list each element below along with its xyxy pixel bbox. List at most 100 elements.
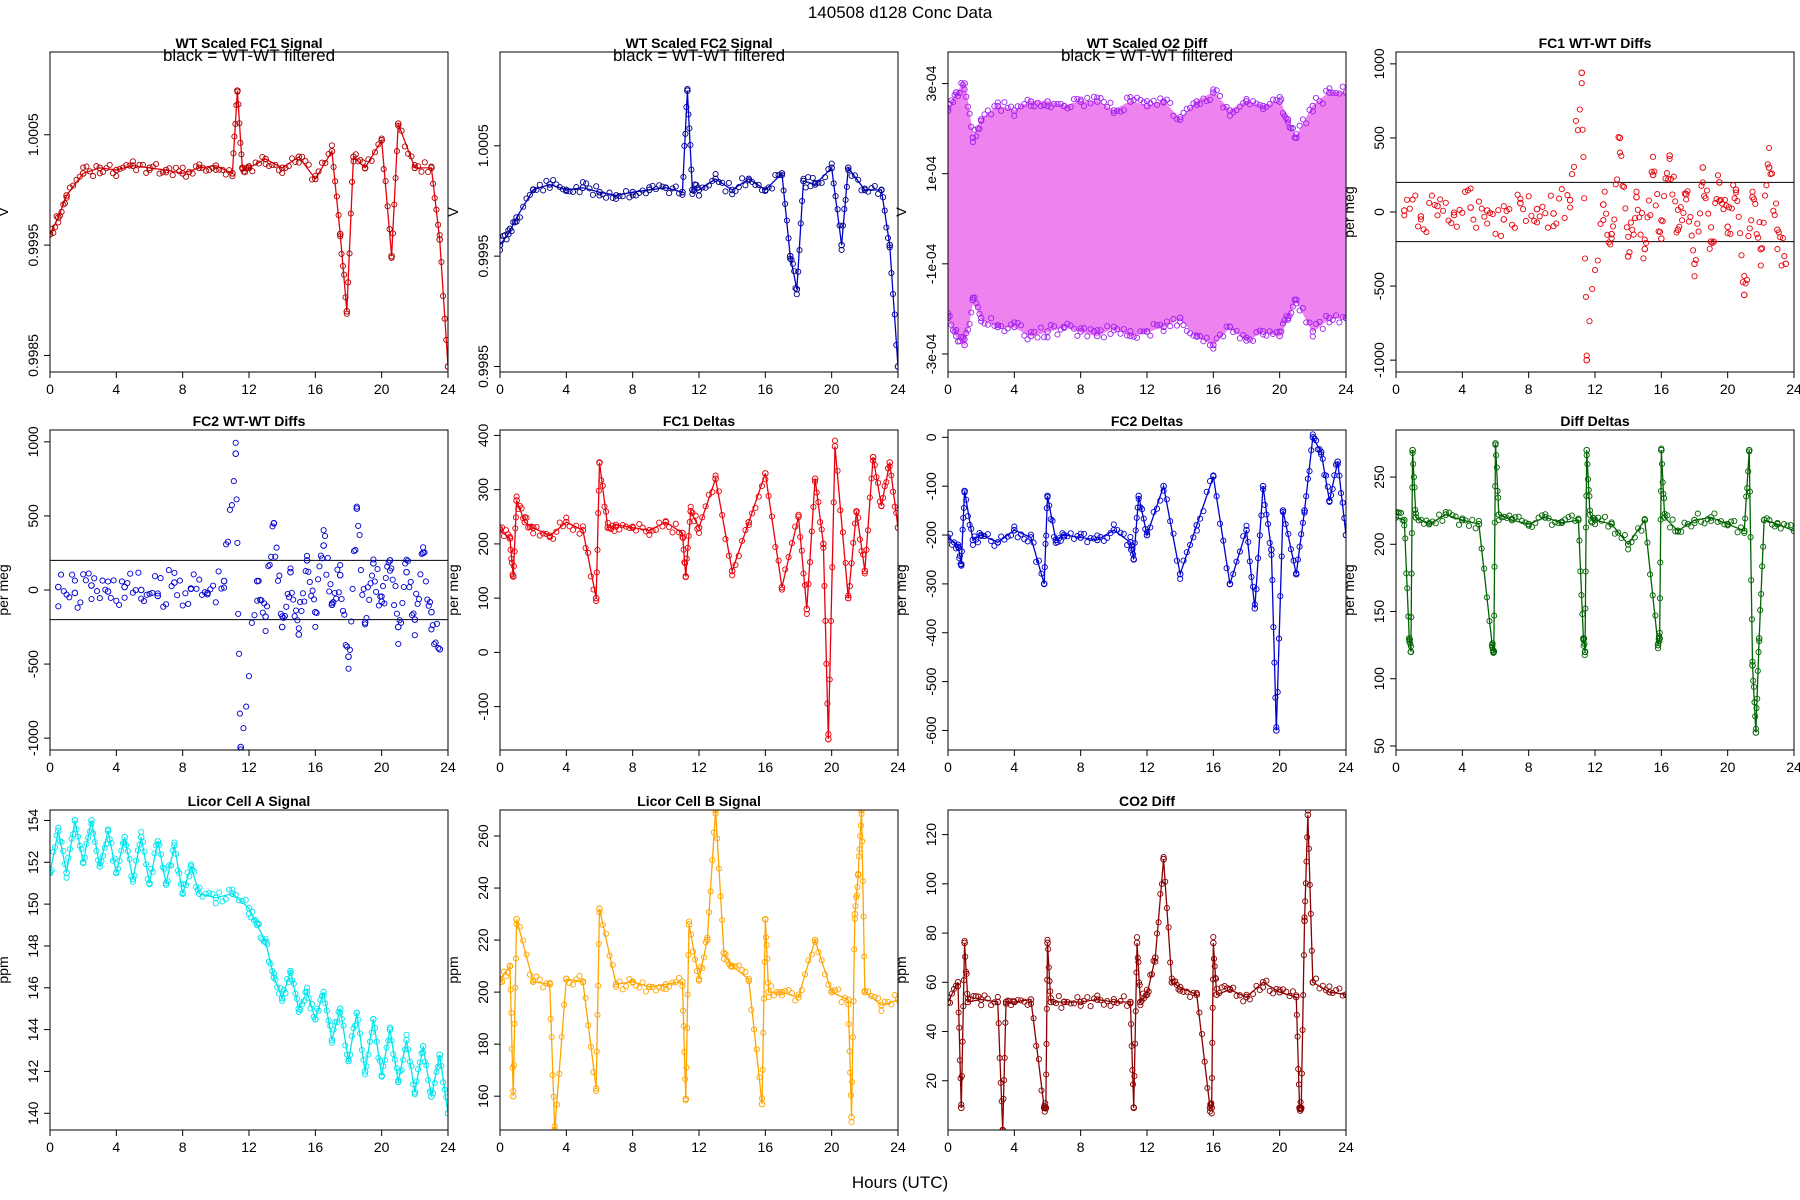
- data-point: [276, 572, 283, 579]
- data-point: [512, 955, 519, 962]
- data-point: [1472, 525, 1479, 532]
- data-point: [1284, 314, 1292, 322]
- data-point: [1688, 232, 1695, 239]
- data-point: [889, 290, 897, 298]
- data-point: [513, 493, 520, 500]
- data-point: [1127, 533, 1134, 541]
- data-point: [154, 590, 161, 597]
- data-point: [146, 167, 153, 174]
- data-point: [1746, 225, 1753, 232]
- data-point: [1160, 327, 1167, 335]
- data-point: [546, 184, 553, 191]
- data-point: [93, 163, 100, 170]
- data-point: [838, 999, 845, 1006]
- panel-title: Licor Cell B Signal: [637, 793, 761, 809]
- data-point: [395, 640, 402, 647]
- data-point: [1583, 356, 1591, 364]
- x-tick-label: 12: [691, 381, 707, 397]
- data-point: [772, 171, 779, 179]
- data-point: [141, 848, 148, 855]
- data-point: [1190, 989, 1197, 996]
- data-point: [430, 1090, 437, 1097]
- y-tick-label: 0.9985: [475, 345, 491, 388]
- data-point: [1308, 947, 1315, 954]
- data-point: [513, 497, 520, 504]
- data-point: [988, 537, 995, 545]
- data-point: [553, 1101, 561, 1108]
- data-point: [274, 984, 281, 991]
- data-point: [1030, 539, 1037, 546]
- data-point: [831, 442, 839, 450]
- data-point: [878, 186, 885, 194]
- data-point: [1027, 328, 1034, 336]
- data-point: [1705, 210, 1712, 217]
- data-point: [1110, 521, 1117, 528]
- y-axis-label: per meg: [893, 564, 909, 615]
- data-point: [1283, 312, 1290, 320]
- data-point: [998, 107, 1005, 114]
- data-point: [1759, 563, 1766, 570]
- data-point: [1058, 1004, 1065, 1011]
- data-point: [1130, 556, 1138, 563]
- data-point: [361, 1068, 369, 1075]
- data-point: [1631, 534, 1638, 541]
- data-point: [1293, 131, 1300, 138]
- data-point: [1514, 191, 1521, 198]
- data-point: [680, 1007, 687, 1014]
- data-point: [1043, 1071, 1050, 1078]
- data-point: [1756, 219, 1763, 226]
- data-point: [370, 556, 377, 563]
- data-point: [399, 599, 406, 607]
- data-point: [338, 595, 345, 603]
- data-point: [365, 156, 372, 163]
- data-point: [245, 905, 253, 912]
- data-point: [1037, 324, 1044, 331]
- data-point: [689, 186, 696, 194]
- data-point: [1659, 479, 1666, 486]
- data-point: [1120, 993, 1127, 1000]
- data-point: [1542, 511, 1549, 518]
- data-point: [1750, 677, 1757, 684]
- data-point: [763, 942, 770, 949]
- data-point: [392, 174, 399, 182]
- x-tick-label: 8: [629, 759, 637, 775]
- data-point: [50, 229, 57, 236]
- data-point: [1167, 99, 1174, 106]
- data-point: [263, 603, 271, 610]
- data-point: [113, 172, 120, 180]
- data-point: [1170, 112, 1177, 119]
- data-point: [1691, 273, 1698, 280]
- data-point: [964, 995, 971, 1002]
- data-point: [587, 573, 594, 580]
- data-point: [77, 599, 84, 606]
- data-point: [834, 467, 841, 474]
- panel-title: WT Scaled FC1 Signal: [175, 35, 322, 51]
- data-point: [1550, 210, 1557, 217]
- data-point: [1452, 513, 1459, 520]
- data-point: [202, 890, 209, 897]
- x-tick-label: 24: [890, 1139, 906, 1155]
- data-point: [226, 886, 233, 893]
- data-point: [423, 1062, 430, 1069]
- x-tick-label: 24: [440, 759, 456, 775]
- data-point: [1404, 585, 1411, 592]
- data-point: [1080, 103, 1088, 110]
- data-point: [350, 153, 357, 161]
- data-point: [1745, 233, 1752, 240]
- plot-frame: [1395, 51, 1795, 373]
- data-point: [435, 644, 442, 652]
- data-point: [888, 472, 895, 479]
- data-point: [1486, 618, 1493, 625]
- data-point: [438, 1062, 445, 1069]
- data-point: [593, 1087, 600, 1095]
- data-point: [848, 172, 855, 179]
- data-point: [540, 984, 547, 991]
- data-point: [1197, 333, 1204, 340]
- data-point: [868, 993, 875, 1000]
- panel-title: FC2 WT-WT Diffs: [193, 413, 306, 429]
- data-point: [1136, 981, 1143, 989]
- data-point: [1674, 527, 1682, 535]
- data-point: [1607, 241, 1614, 248]
- data-point: [958, 548, 965, 555]
- y-tick-label: 500: [25, 504, 41, 528]
